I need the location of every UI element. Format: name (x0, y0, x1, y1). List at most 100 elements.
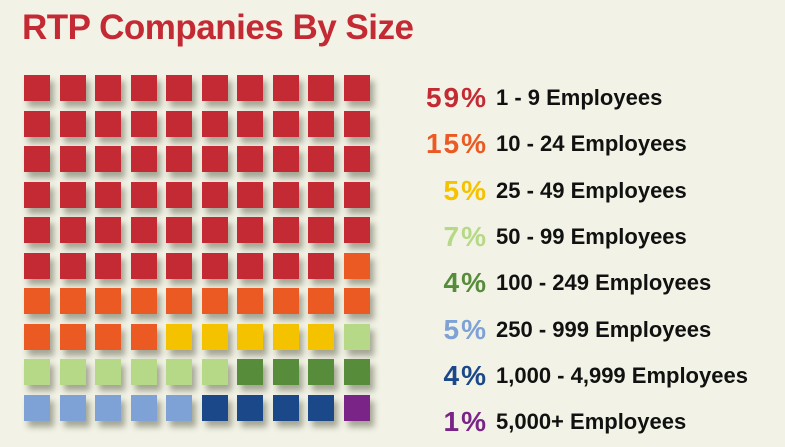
waffle-cell (24, 75, 50, 101)
legend-percent: 1% (443, 406, 488, 438)
waffle-cell (343, 288, 370, 314)
waffle-cell (130, 323, 157, 350)
legend-percent: 5% (443, 174, 488, 206)
waffle-cell (166, 288, 192, 314)
waffle-cell (308, 323, 334, 350)
waffle-cell (237, 181, 263, 208)
waffle-cell (24, 359, 50, 385)
waffle-cell (343, 359, 370, 385)
waffle-cell (201, 75, 228, 101)
waffle-cell (272, 359, 299, 385)
waffle-cell (343, 394, 370, 421)
waffle-cell (237, 288, 263, 314)
waffle-cell (59, 288, 86, 314)
legend-label: 25 - 49 Employees (496, 177, 687, 203)
waffle-cell (201, 217, 228, 243)
waffle-cell (272, 75, 299, 101)
legend-percent: 4% (443, 267, 488, 299)
legend-label: 5,000+ Employees (496, 409, 687, 435)
legend-label: 100 - 249 Employees (496, 270, 712, 296)
waffle-cell (59, 110, 86, 137)
legend-label: 1,000 - 4,999 Employees (496, 362, 748, 388)
legend-label: 1 - 9 Employees (496, 85, 663, 110)
waffle-cell (130, 288, 157, 314)
chart-title: RTP Companies By Size (22, 8, 414, 47)
waffle-cell (308, 288, 334, 314)
waffle-cell (130, 252, 157, 279)
waffle-cell (59, 323, 86, 350)
waffle-cell (95, 394, 121, 421)
legend-label: 250 - 999 Employees (496, 316, 712, 342)
waffle-cell (201, 359, 228, 385)
waffle-cell (95, 252, 121, 279)
waffle-cell (272, 146, 299, 172)
waffle-cell (308, 252, 334, 279)
waffle-cell (59, 359, 86, 385)
waffle-cell (237, 359, 263, 385)
waffle-cell (272, 323, 299, 350)
waffle-cell (308, 75, 334, 101)
waffle-cell (24, 217, 50, 243)
waffle-cell (343, 323, 370, 350)
waffle-cell (166, 323, 192, 350)
waffle-cell (237, 394, 263, 421)
waffle-cell (201, 252, 228, 279)
waffle-cell (272, 110, 299, 137)
waffle-cell (308, 181, 334, 208)
waffle-cell (308, 217, 334, 243)
waffle-cell (201, 323, 228, 350)
waffle-cell (166, 146, 192, 172)
waffle-cell (343, 146, 370, 172)
waffle-cell (201, 146, 228, 172)
waffle-grid (24, 75, 374, 430)
waffle-cell (130, 110, 157, 137)
waffle-cell (95, 288, 121, 314)
legend-label: 10 - 24 Employees (496, 131, 687, 157)
waffle-cell (343, 217, 370, 243)
legend-percent: 59% (425, 82, 488, 113)
waffle-cell (95, 217, 121, 243)
waffle-cell (166, 394, 192, 421)
waffle-cell (24, 181, 50, 208)
waffle-cell (343, 110, 370, 137)
waffle-cell (24, 252, 50, 279)
waffle-cell (272, 394, 299, 421)
waffle-cell (59, 252, 86, 279)
legend-percent: 4% (443, 359, 488, 391)
waffle-cell (166, 217, 192, 243)
waffle-cell (201, 394, 228, 421)
legend-item: 15% 10 - 24 Employees (408, 121, 687, 167)
legend-item: 7% 50 - 99 Employees (408, 214, 687, 260)
legend-percent: 15% (425, 128, 488, 160)
waffle-cell (343, 181, 370, 208)
legend-item: 4% 100 - 249 Employees (408, 260, 712, 306)
waffle-cell (95, 323, 121, 350)
waffle-cell (24, 323, 50, 350)
waffle-cell (237, 217, 263, 243)
waffle-cell (166, 252, 192, 279)
waffle-cell (59, 146, 86, 172)
waffle-cell (308, 359, 334, 385)
waffle-cell (59, 394, 86, 421)
waffle-cell (130, 394, 157, 421)
waffle-cell (237, 146, 263, 172)
waffle-cell (237, 252, 263, 279)
waffle-cell (272, 181, 299, 208)
waffle-cell (308, 146, 334, 172)
waffle-cell (308, 394, 334, 421)
legend-item: 5% 250 - 999 Employees (408, 307, 712, 353)
waffle-cell (24, 110, 50, 137)
waffle-cell (24, 146, 50, 172)
waffle-cell (201, 288, 228, 314)
legend-percent: 5% (443, 313, 488, 345)
waffle-cell (95, 181, 121, 208)
waffle-cell (95, 75, 121, 101)
waffle-cell (166, 110, 192, 137)
waffle-cell (308, 110, 334, 137)
waffle-cell (201, 181, 228, 208)
waffle-cell (166, 75, 192, 101)
waffle-cell (237, 323, 263, 350)
legend-item: 59% 1 - 9 Employees (408, 75, 662, 121)
waffle-cell (130, 217, 157, 243)
waffle-cell (59, 181, 86, 208)
